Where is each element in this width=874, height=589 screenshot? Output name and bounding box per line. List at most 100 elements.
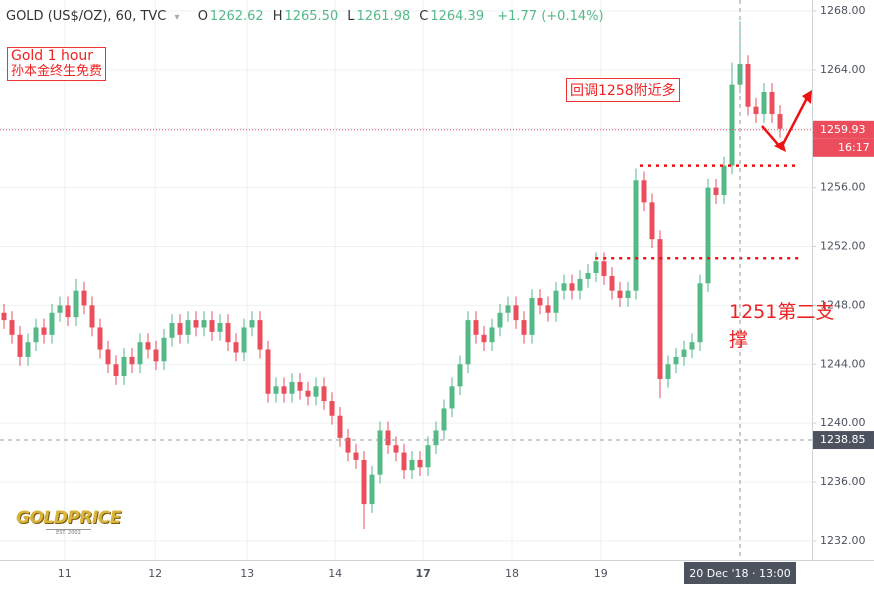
crosshair-y-box: [813, 431, 874, 450]
logo-sub: EST. 2002: [46, 529, 91, 536]
last-price-label: 1259.93: [820, 123, 866, 136]
logo: GOLDPRICE EST. 2002: [16, 508, 121, 536]
candle-body: [177, 323, 183, 335]
note-box: 回调1258附近多: [566, 78, 680, 102]
ohlc-value: 1261.98: [356, 9, 411, 24]
note-line: Gold 1 hour: [11, 48, 94, 64]
candle-body: [9, 320, 15, 335]
ohlc: O 1262.62 H 1265.50 L 1261.98 C 1264.39: [198, 9, 493, 24]
candle-body: [417, 459, 423, 468]
candle-body: [689, 342, 695, 350]
crosshair-x-box: [684, 562, 796, 584]
candle-body: [705, 187, 711, 284]
candle-body: [121, 356, 127, 377]
candle-body: [593, 261, 599, 274]
candle-body: [289, 381, 295, 394]
candle-body: [641, 180, 647, 203]
candle-body: [745, 64, 751, 107]
y-tick-label: 1232.00: [820, 534, 866, 547]
candle-body: [585, 273, 591, 279]
candle-body: [33, 327, 39, 343]
candle-body: [521, 320, 527, 335]
candle-body: [777, 114, 783, 129]
y-tick-label: 1240.00: [820, 416, 866, 429]
y-tick-label: 1248.00: [820, 298, 866, 311]
y-tick-label: 1236.00: [820, 475, 866, 488]
candle-body: [185, 320, 191, 335]
candle-body: [529, 298, 535, 335]
x-tick-label: 13: [240, 567, 254, 580]
candle-body: [1, 312, 7, 321]
candle-body: [241, 327, 247, 353]
candle-body: [489, 327, 495, 343]
candle-body: [361, 459, 367, 505]
logo-name: GOLDPRICE: [16, 508, 121, 528]
candle-body: [601, 261, 607, 276]
candle-body: [425, 445, 431, 468]
candle-body: [577, 278, 583, 291]
ohlc-label: L: [347, 9, 355, 24]
crosshair-y-label: 1238.85: [820, 433, 866, 446]
overlays: [0, 0, 812, 560]
axes: 1232.00 1236.00 1240.00 1244.00 1248.00 1252.…: [58, 4, 874, 584]
candle-body: [513, 305, 519, 321]
candle-body: [537, 298, 543, 306]
y-tick-label: 1268.00: [820, 4, 866, 17]
candle-body: [609, 275, 615, 291]
candle-body: [233, 342, 239, 353]
candle-body: [401, 452, 407, 471]
candle-body: [129, 356, 135, 365]
candle-body: [313, 386, 319, 397]
x-tick-label: 17: [416, 567, 431, 580]
candle-body: [17, 334, 23, 357]
candle-body: [217, 323, 223, 332]
x-tick-label: 19: [594, 567, 608, 580]
candle-body: [257, 320, 263, 350]
candle-body: [49, 312, 55, 335]
arrow-head: [774, 141, 786, 152]
candle-body: [441, 408, 447, 431]
ohlc-label: H: [272, 9, 283, 24]
ohlc-label: O: [197, 9, 208, 24]
y-tick-label: 1244.00: [820, 357, 866, 370]
candle-body: [161, 337, 167, 362]
candle-body: [433, 430, 439, 446]
candle-body: [81, 290, 87, 306]
candle-body: [113, 364, 119, 377]
x-tick-label: 11: [58, 567, 72, 580]
candle-body: [345, 437, 351, 453]
x-tick-label: 12: [148, 567, 162, 580]
dropdown-icon: ▾: [174, 12, 180, 23]
candle-body: [633, 180, 639, 291]
countdown-box: [813, 138, 874, 157]
candle-body: [73, 290, 79, 318]
candle-body: [297, 381, 303, 391]
support-note: 1251第二支撑: [729, 301, 835, 351]
x-tick-label: 14: [328, 567, 342, 580]
candle-body: [321, 386, 327, 402]
candle-body: [145, 342, 151, 350]
candle-body: [225, 323, 231, 343]
candle-body: [649, 202, 655, 240]
candle-body: [625, 290, 631, 299]
countdown-label: 16:17: [838, 141, 870, 154]
candle-body: [753, 106, 759, 115]
header: GOLD (US$/OZ), 60, TVC ▾ O 1262.62 H 1265.5…: [6, 9, 604, 24]
candle-body: [353, 452, 359, 460]
candle-body: [337, 415, 343, 438]
candle-body: [545, 305, 551, 313]
ohlc-value: 1264.39: [430, 9, 485, 24]
candle-body: [673, 356, 679, 365]
note-box: Gold 1 hour 孙本金终生免费: [7, 47, 107, 81]
candle-body: [665, 364, 671, 379]
symbol: GOLD (US$/OZ), 60, TVC: [6, 9, 167, 24]
ohlc-value: 1265.50: [284, 9, 339, 24]
candle-body: [465, 320, 471, 365]
candle-body: [697, 283, 703, 343]
candle-body: [561, 283, 567, 291]
candle-body: [569, 283, 575, 291]
candle-body: [265, 349, 271, 394]
candle-body: [377, 430, 383, 475]
candle-body: [481, 334, 487, 343]
